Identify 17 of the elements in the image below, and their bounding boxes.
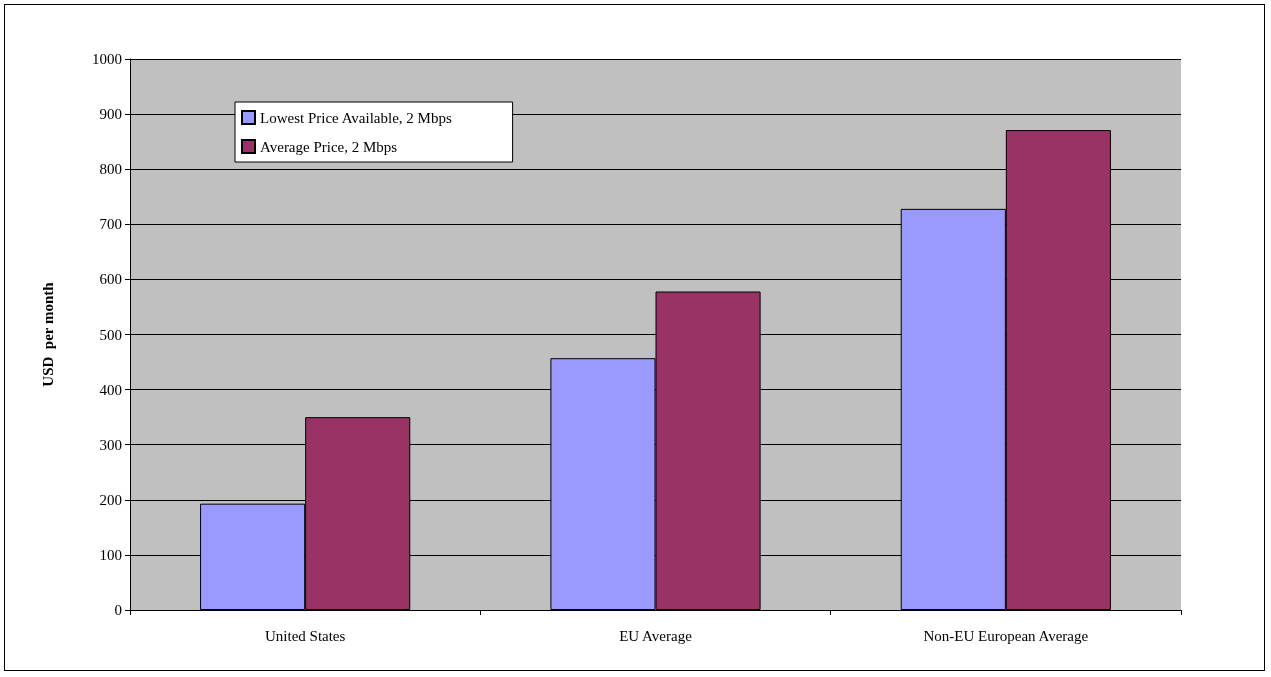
y-tick-label: 100 <box>99 546 122 563</box>
y-axis-title: USD per month <box>39 281 56 387</box>
legend-label: Lowest Price Available, 2 Mbps <box>260 109 452 126</box>
y-tick-label: 400 <box>99 381 122 398</box>
y-tick-label: 300 <box>99 436 122 453</box>
y-tick-label: 1000 <box>92 51 122 67</box>
y-tick-label: 800 <box>99 161 122 178</box>
y-tick-label: 600 <box>99 271 122 288</box>
y-tick-label: 0 <box>114 602 122 618</box>
y-tick-label: 500 <box>99 326 122 343</box>
y-tick-label: 200 <box>99 491 122 508</box>
y-tick-label: 900 <box>99 106 122 123</box>
x-tick-label: EU Average <box>619 627 693 644</box>
y-tick-label: 700 <box>99 216 122 233</box>
legend-label: Average Price, 2 Mbps <box>260 138 398 155</box>
x-tick-label: Non-EU European Average <box>923 627 1089 644</box>
x-tick-label: United States <box>264 627 346 644</box>
